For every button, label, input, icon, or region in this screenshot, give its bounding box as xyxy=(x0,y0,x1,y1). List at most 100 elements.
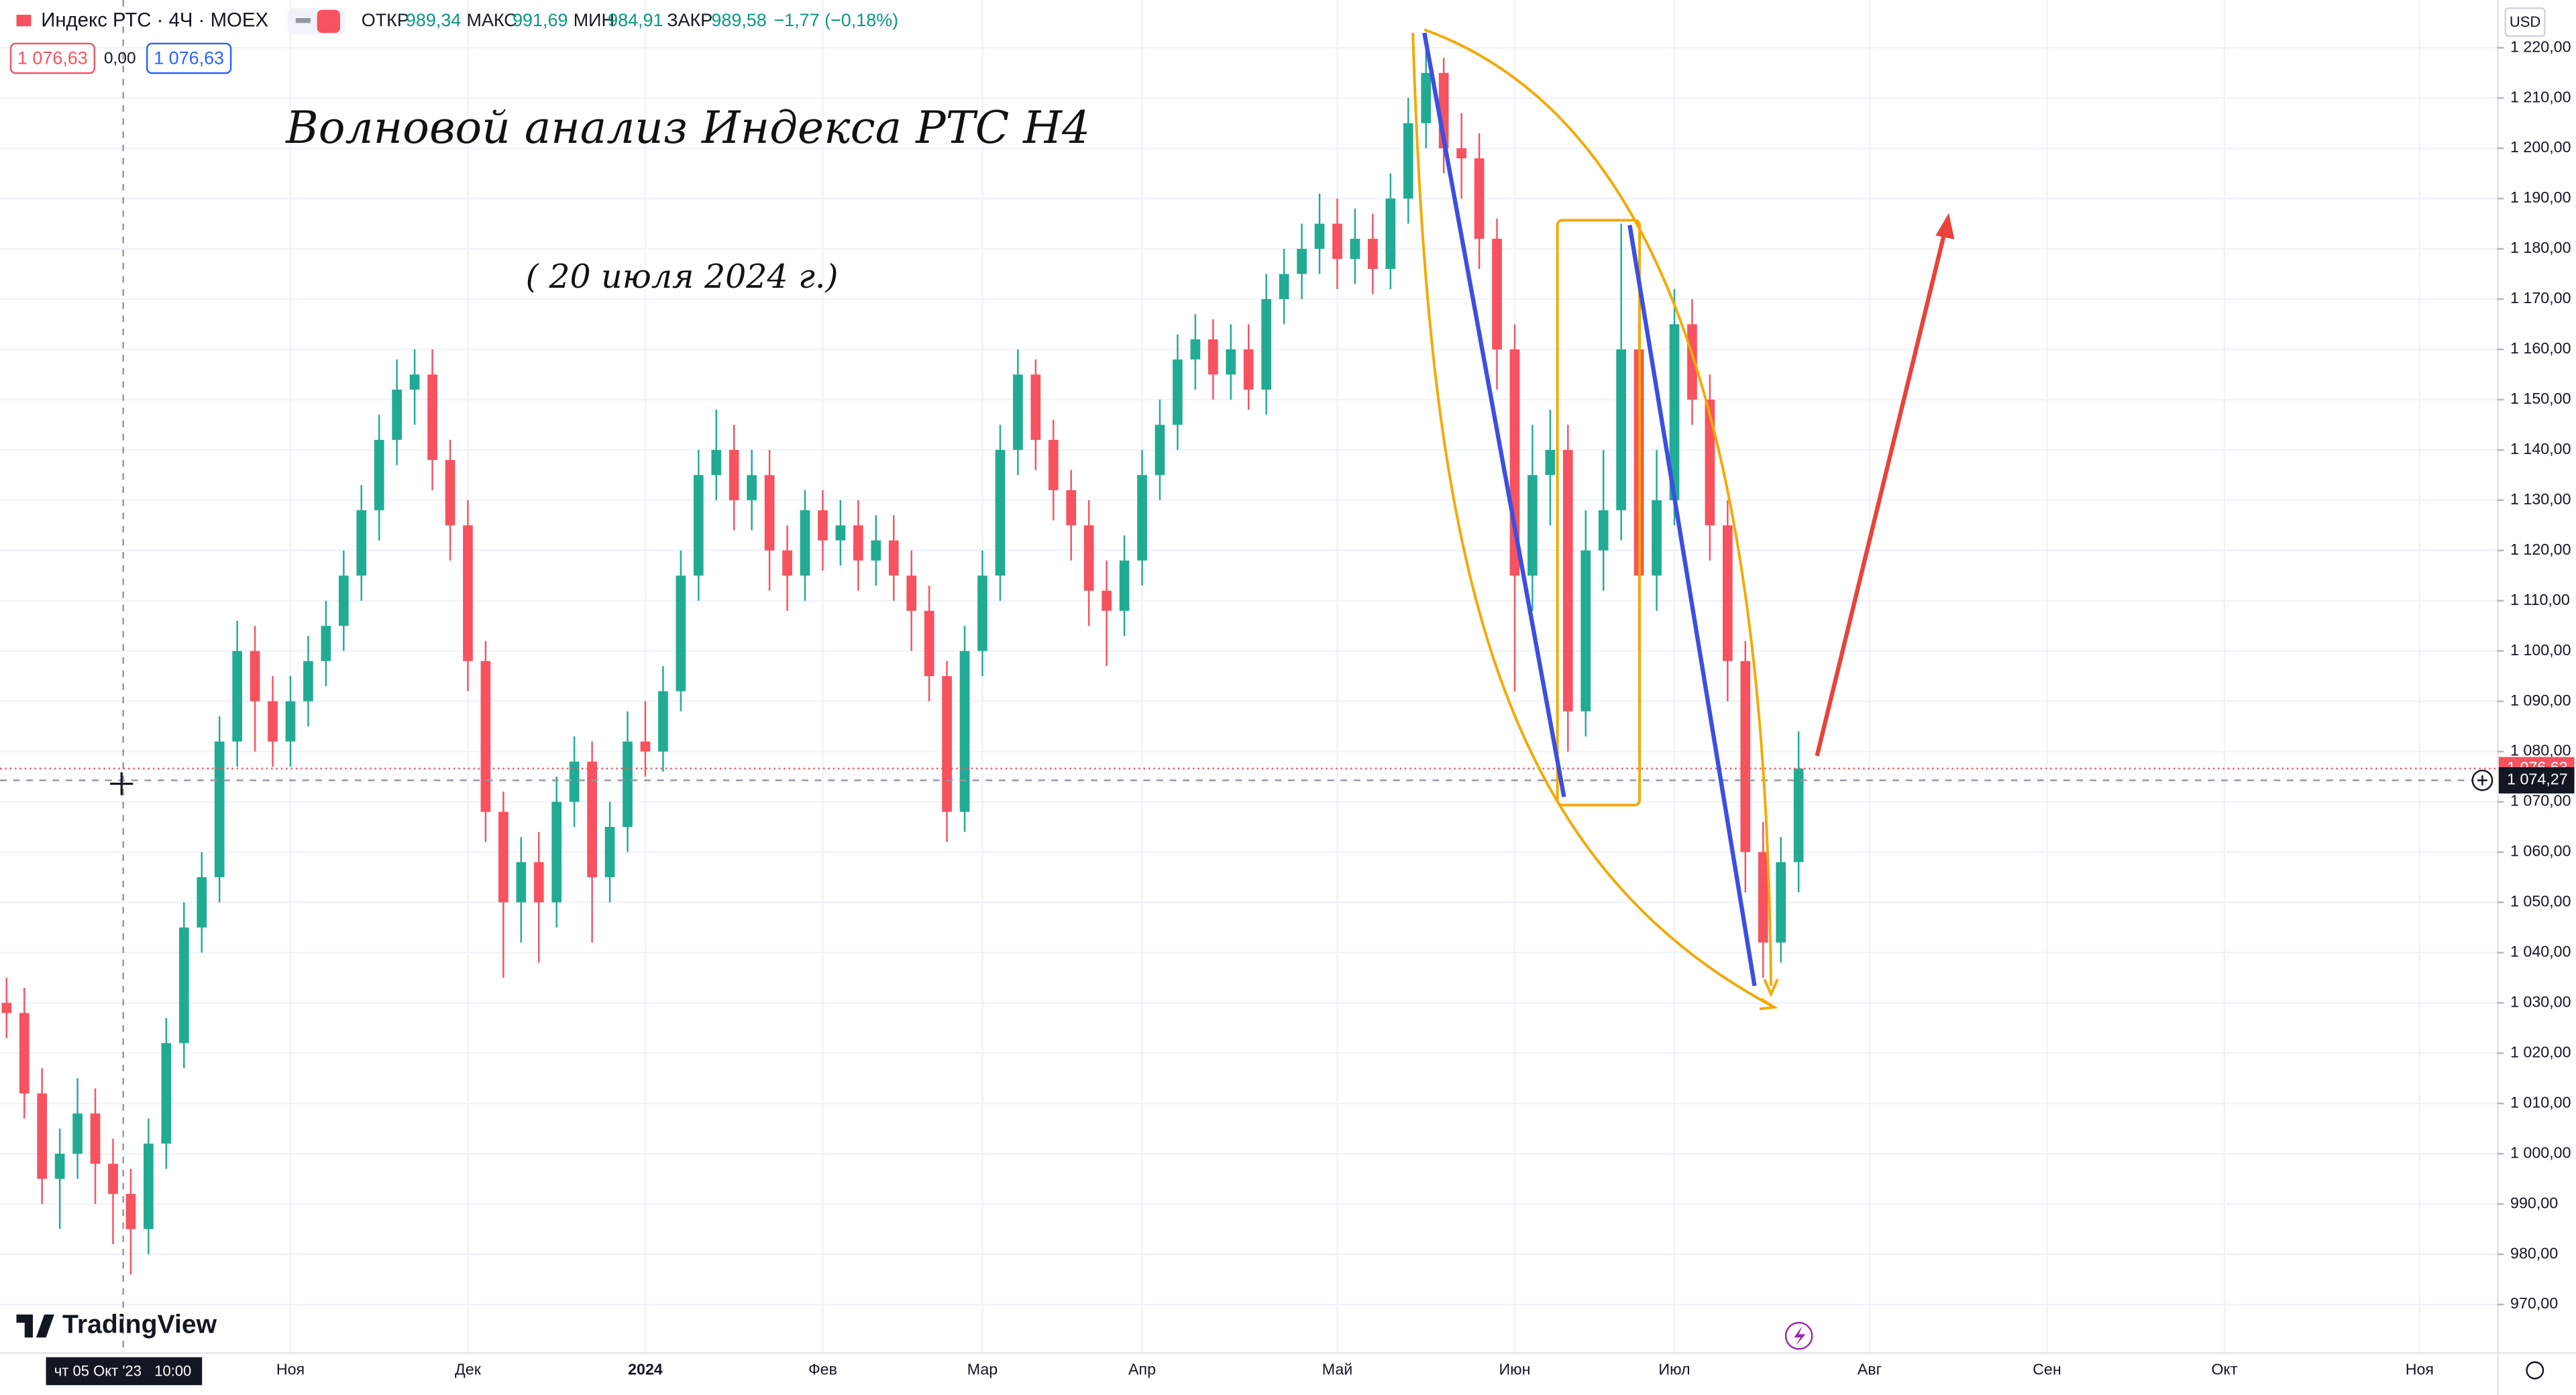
candle-body xyxy=(1332,223,1342,260)
candle-body xyxy=(90,1113,101,1164)
y-tick-label: 1 210,00 xyxy=(2510,88,2571,105)
candle-body xyxy=(1492,239,1502,349)
candle-body xyxy=(1208,339,1218,375)
candle-body xyxy=(1527,475,1538,576)
candle-body xyxy=(37,1093,48,1179)
ohlc-label: ЗАКР xyxy=(667,10,712,30)
y-tick-label: 1 000,00 xyxy=(2510,1143,2571,1161)
candle-body xyxy=(676,575,686,691)
x-tick-label: Июн xyxy=(1499,1360,1530,1378)
candle-body xyxy=(711,449,722,476)
candle-body xyxy=(1368,239,1378,270)
candle-body xyxy=(356,510,367,576)
candle-body xyxy=(1013,374,1023,450)
ohlc-label: ОТКР xyxy=(362,10,409,30)
logo: TradingView xyxy=(62,1310,217,1339)
candle-body xyxy=(888,540,899,576)
x-tick-label: Авг xyxy=(1858,1360,1882,1378)
arrow-head xyxy=(1763,979,1779,998)
y-tick-label: 1 140,00 xyxy=(2510,440,2571,457)
candle-body xyxy=(1190,339,1201,359)
candle-body xyxy=(782,550,792,576)
currency-button[interactable] xyxy=(2504,7,2546,38)
candle-body xyxy=(747,475,757,500)
arrow-head xyxy=(1759,997,1778,1011)
y-tick-label: 1 190,00 xyxy=(2510,188,2571,206)
candle-body xyxy=(587,761,597,877)
candle-body xyxy=(1048,439,1059,490)
y-tick-label: 980,00 xyxy=(2510,1244,2558,1262)
candle-body xyxy=(1261,298,1272,390)
y-tick-label: 1 170,00 xyxy=(2510,289,2571,306)
x-tick-label: Ноя xyxy=(276,1360,305,1378)
candle-body xyxy=(533,862,544,903)
candle-body xyxy=(906,575,917,611)
candle-body xyxy=(1030,374,1041,440)
cursor xyxy=(110,772,133,795)
candle-body xyxy=(1421,72,1432,123)
candle-body xyxy=(1545,449,1556,476)
candle-body xyxy=(640,741,651,752)
candle-body xyxy=(1456,148,1466,159)
candle-body xyxy=(1279,274,1289,299)
x-tick-label: 2024 xyxy=(628,1360,663,1378)
icon xyxy=(317,9,340,33)
candle-body xyxy=(1173,359,1183,425)
candle-body xyxy=(72,1113,83,1154)
y-tick-label: 1 200,00 xyxy=(2510,138,2571,156)
candle-body xyxy=(729,449,739,500)
candle-body xyxy=(1758,852,1768,943)
candle-body xyxy=(1793,768,1804,862)
candle-body xyxy=(445,459,455,526)
wave-line xyxy=(1627,225,1757,987)
candle-body xyxy=(1385,199,1396,270)
candle-body xyxy=(1403,123,1413,199)
candle-body xyxy=(268,701,278,742)
y-tick-label: 1 060,00 xyxy=(2510,842,2571,860)
candle-body xyxy=(800,510,810,576)
candle-body xyxy=(321,626,331,661)
candle-body xyxy=(853,525,863,561)
y-tick-label: 1 160,00 xyxy=(2510,339,2571,357)
candle-body xyxy=(818,510,828,541)
y-tick-label: 1 030,00 xyxy=(2510,993,2571,1010)
candle-body xyxy=(1616,349,1626,510)
buy-button[interactable] xyxy=(146,42,232,74)
candle-body xyxy=(1155,425,1165,476)
crosshair-price-label: 1 074,27 xyxy=(2507,771,2567,788)
candle-body xyxy=(54,1154,65,1179)
candle-body xyxy=(924,610,934,677)
orange-arc-right xyxy=(1424,28,1772,986)
candle-body xyxy=(427,374,437,460)
candle-body xyxy=(498,812,508,903)
candle-body xyxy=(1652,500,1662,576)
ohlc-value: 989,58 xyxy=(711,10,766,30)
x-tick-label: Сен xyxy=(2033,1360,2061,1378)
x-tick-label: Дек xyxy=(455,1360,482,1378)
candle-body xyxy=(1,1003,12,1013)
candle-body xyxy=(995,449,1006,576)
wave-line xyxy=(1422,32,1566,797)
candle-body xyxy=(19,1013,30,1094)
annotation-date: ( 20 июля 2024 г.) xyxy=(526,258,839,296)
y-tick-label: 1 130,00 xyxy=(2510,490,2571,508)
y-tick-label: 1 100,00 xyxy=(2510,641,2571,659)
candle-body xyxy=(250,651,260,702)
ohlc-value: 991,69 xyxy=(513,10,568,30)
change: −1,77 (−0,18%) xyxy=(773,10,898,30)
arrow-head xyxy=(1935,213,1955,239)
settings-icon[interactable] xyxy=(2526,1361,2544,1380)
candle-body xyxy=(942,676,952,812)
candle-body xyxy=(1669,324,1680,500)
drawings xyxy=(1411,28,1955,1011)
candle-body xyxy=(232,651,242,742)
candle-body xyxy=(764,475,775,551)
candle-body xyxy=(409,374,420,390)
candle-body xyxy=(1474,158,1485,239)
sell-button[interactable] xyxy=(9,42,96,74)
flag-icon xyxy=(16,15,32,27)
candle-body xyxy=(959,651,970,812)
candle-body xyxy=(1580,550,1591,712)
